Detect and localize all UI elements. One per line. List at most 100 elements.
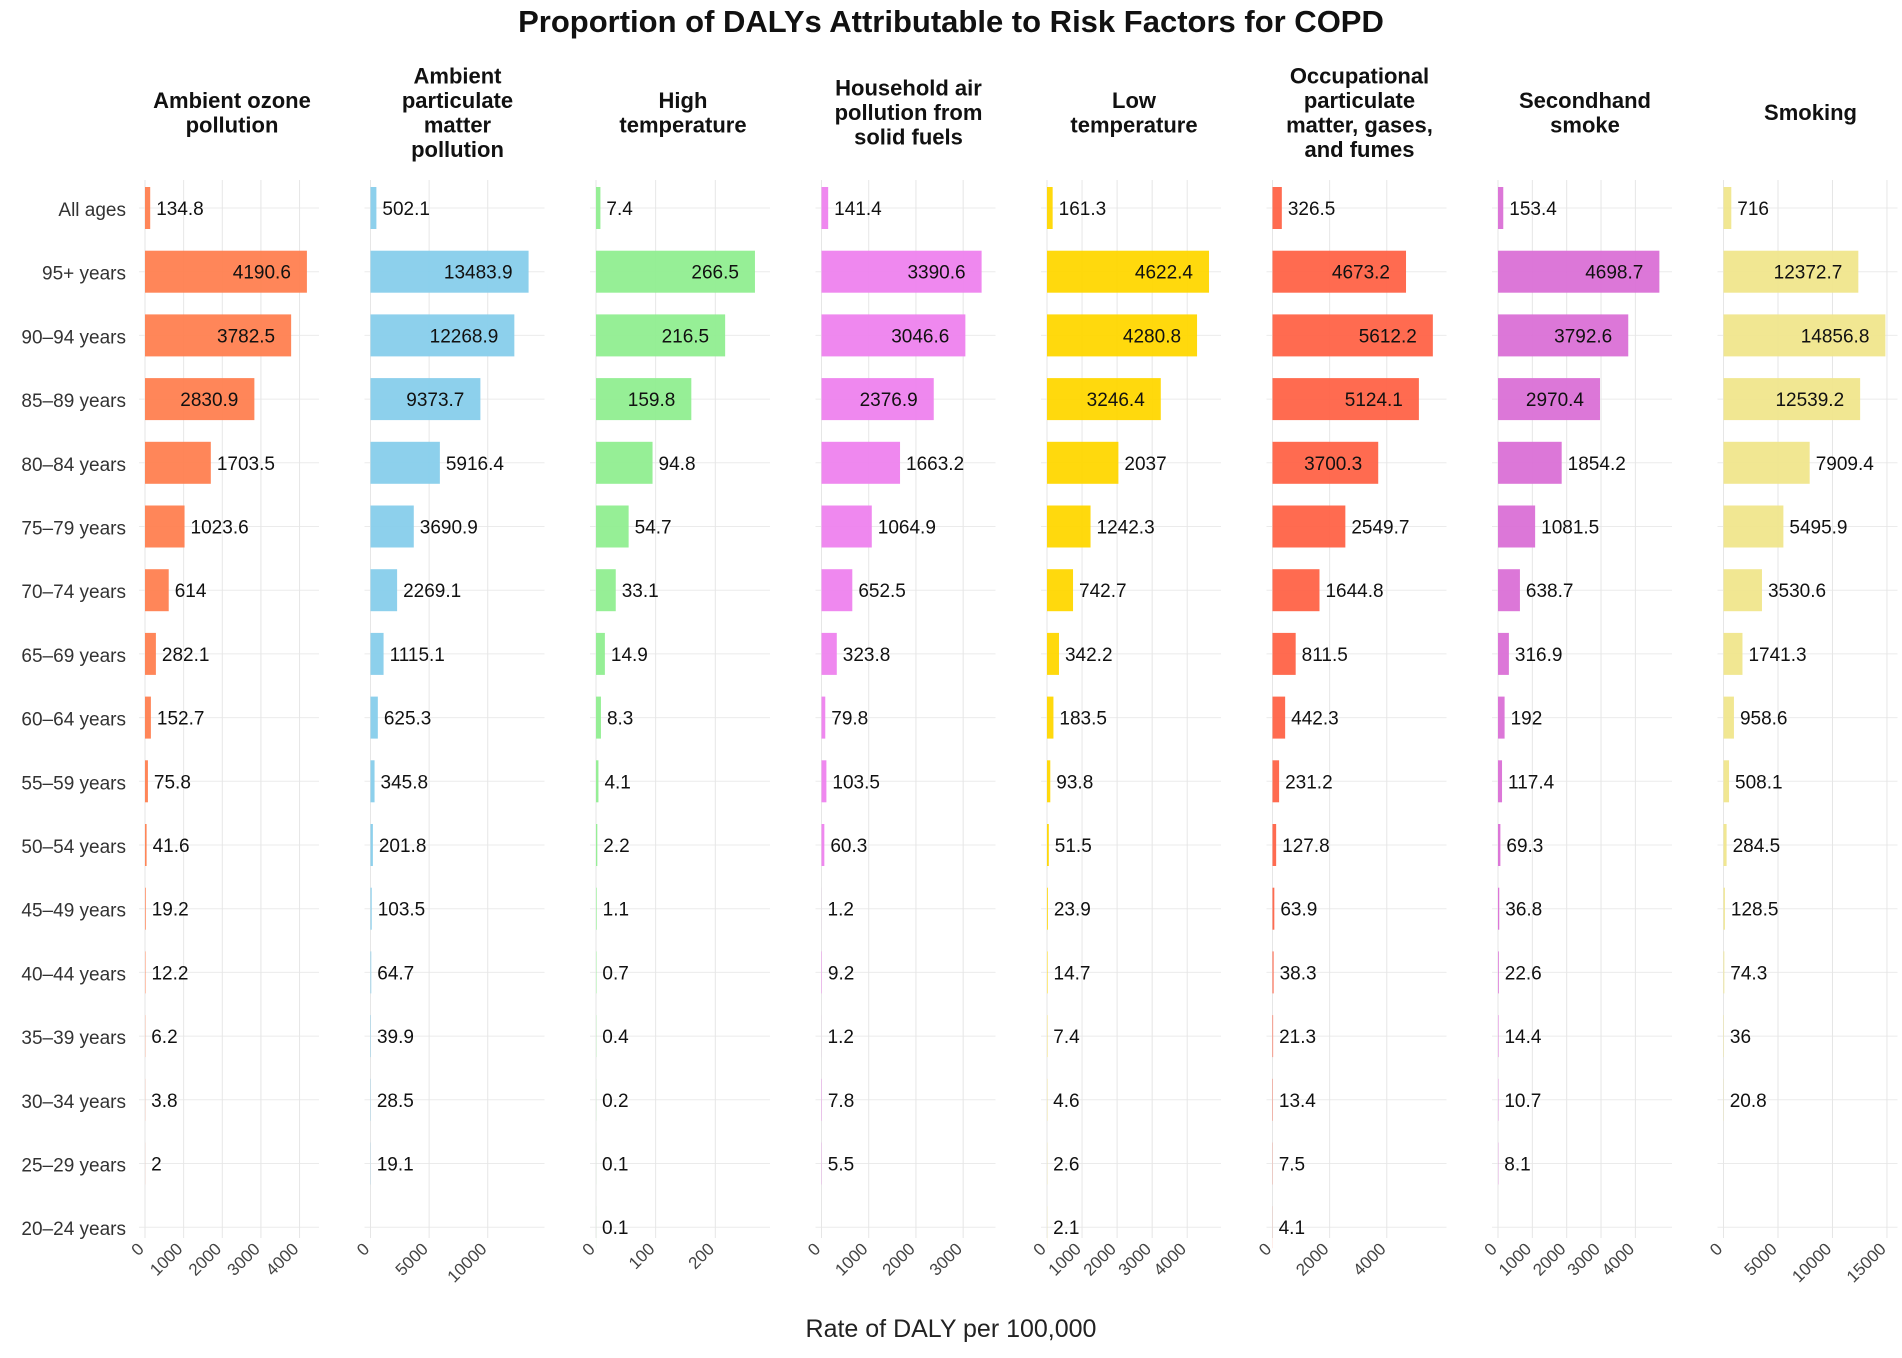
panel-title: solid fuels (854, 125, 963, 150)
data-label: 6.2 (151, 1027, 177, 1048)
bar (596, 187, 600, 229)
x-tick-label: 5000 (1741, 1239, 1781, 1279)
x-tick-label: 0 (1481, 1239, 1501, 1259)
data-label: 8.3 (607, 709, 633, 730)
bar (1498, 697, 1505, 739)
data-label: 1.2 (828, 900, 854, 921)
row-label: 70–74 years (21, 582, 126, 603)
data-label: 183.5 (1059, 709, 1107, 730)
data-label: 19.1 (377, 1155, 414, 1176)
data-label: 79.8 (831, 709, 868, 730)
x-tick-label: 5000 (392, 1239, 432, 1279)
data-label: 2376.9 (860, 390, 918, 411)
bar (596, 697, 601, 739)
data-label: 502.1 (382, 199, 430, 220)
data-label: 14.4 (1504, 1027, 1541, 1048)
data-label: 326.5 (1288, 199, 1336, 220)
bar (1498, 569, 1520, 611)
data-label: 12372.7 (1774, 263, 1843, 284)
data-label: 201.8 (379, 836, 427, 857)
data-label: 1023.6 (191, 518, 249, 539)
bar (1273, 888, 1275, 930)
x-tick-label: 0 (1706, 1239, 1726, 1259)
data-label: 0.4 (602, 1027, 629, 1048)
bar (1273, 633, 1296, 675)
bar (1047, 187, 1053, 229)
x-tick-label: 0 (1030, 1239, 1050, 1259)
bar (596, 888, 597, 930)
data-label: 5495.9 (1789, 518, 1847, 539)
data-label: 5612.2 (1359, 326, 1417, 347)
bar (596, 506, 629, 548)
bar (1498, 888, 1499, 930)
panel-title: and fumes (1304, 137, 1414, 162)
data-label: 3246.4 (1087, 390, 1146, 411)
data-label: 2 (151, 1155, 162, 1176)
data-label: 4.1 (1279, 1218, 1305, 1239)
row-label: 90–94 years (21, 327, 126, 348)
data-label: 625.3 (384, 709, 432, 730)
data-label: 4.1 (604, 772, 630, 793)
panel-title: High (659, 88, 708, 113)
bar (1047, 569, 1073, 611)
bar (1047, 633, 1059, 675)
data-label: 284.5 (1733, 836, 1781, 857)
data-label: 0.1 (602, 1155, 628, 1176)
x-tick-label: 2000 (1080, 1239, 1120, 1279)
data-label: 152.7 (157, 709, 205, 730)
data-label: 1854.2 (1568, 454, 1626, 475)
bar (822, 697, 826, 739)
data-label: 7909.4 (1816, 454, 1875, 475)
bar (371, 760, 375, 802)
data-label: 4280.8 (1123, 326, 1181, 347)
bar (1047, 697, 1053, 739)
bar (822, 506, 872, 548)
x-tick-label: 15000 (1843, 1239, 1890, 1286)
row-label: 50–54 years (21, 837, 126, 858)
data-label: 958.6 (1740, 709, 1788, 730)
data-label: 1703.5 (217, 454, 275, 475)
x-tick-label: 2000 (185, 1239, 225, 1279)
row-label: 85–89 years (21, 391, 126, 412)
data-label: 2.6 (1053, 1155, 1079, 1176)
x-axis-label: Rate of DALY per 100,000 (0, 1315, 1902, 1344)
data-label: 3690.9 (420, 518, 478, 539)
data-label: 69.3 (1506, 836, 1543, 857)
data-label: 128.5 (1731, 900, 1779, 921)
bar (145, 824, 147, 866)
data-label: 75.8 (154, 772, 191, 793)
bar (822, 187, 829, 229)
panel-title: Smoking (1764, 100, 1857, 125)
bar (1047, 506, 1091, 548)
data-label: 22.6 (1505, 963, 1542, 984)
panel-title: temperature (1070, 112, 1197, 137)
data-label: 0.2 (602, 1091, 628, 1112)
panel-title: pollution (186, 112, 279, 137)
data-label: 13.4 (1279, 1091, 1316, 1112)
bar (145, 442, 211, 484)
data-label: 161.3 (1059, 199, 1107, 220)
data-label: 10.7 (1504, 1091, 1541, 1112)
data-label: 103.5 (378, 900, 426, 921)
bar (371, 888, 372, 930)
data-label: 323.8 (843, 645, 891, 666)
bar (145, 888, 146, 930)
row-label: 30–34 years (21, 1092, 126, 1113)
data-label: 2830.9 (180, 390, 238, 411)
data-label: 9373.7 (406, 390, 464, 411)
x-tick-label: 4000 (1598, 1239, 1638, 1279)
data-label: 3792.6 (1554, 326, 1612, 347)
bar (371, 824, 373, 866)
data-label: 93.8 (1056, 772, 1093, 793)
bar (145, 569, 169, 611)
data-label: 508.1 (1735, 772, 1783, 793)
data-label: 38.3 (1280, 963, 1317, 984)
x-tick-label: 3000 (1564, 1239, 1604, 1279)
data-label: 12539.2 (1775, 390, 1844, 411)
data-label: 3390.6 (907, 263, 965, 284)
data-label: 2970.4 (1526, 390, 1585, 411)
data-label: 5124.1 (1345, 390, 1403, 411)
data-label: 4673.2 (1332, 263, 1390, 284)
data-label: 12.2 (151, 963, 188, 984)
x-tick-label: 0 (128, 1239, 148, 1259)
